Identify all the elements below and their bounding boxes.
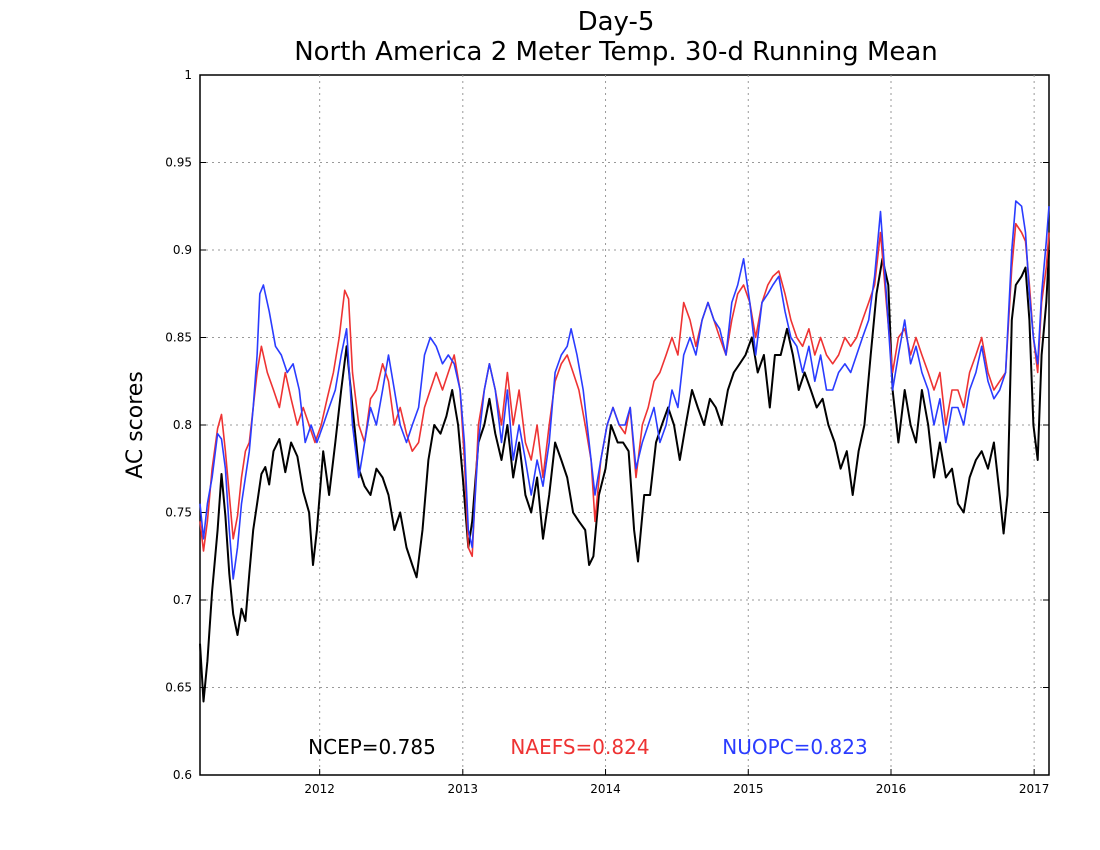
x-tick-label: 2017 (1019, 782, 1050, 796)
y-tick-label: 1 (184, 68, 192, 82)
x-tick-label: 2013 (448, 782, 479, 796)
y-tick-label: 0.75 (165, 506, 192, 520)
y-tick-label: 0.7 (173, 593, 192, 607)
x-tick-label: 2016 (876, 782, 907, 796)
y-axis-label: AC scores (123, 371, 148, 479)
legend-nuopc-mean: NUOPC=0.823 (722, 735, 867, 759)
legend-naefs-mean: NAEFS=0.824 (510, 735, 649, 759)
y-tick-label: 0.85 (165, 331, 192, 345)
y-tick-label: 0.6 (173, 768, 192, 782)
x-tick-label: 2012 (304, 782, 335, 796)
y-tick-label: 0.95 (165, 156, 192, 170)
series-lines (199, 200, 1050, 703)
chart-subtitle: North America 2 Meter Temp. 30-d Running… (294, 37, 938, 67)
axis-ticks: 0.6 0.65 0.7 0.75 0.8 0.85 0.9 0.95 1 2012 2013 201… (165, 68, 1049, 796)
series-line-nuopc (199, 200, 1050, 580)
series-line-ncep (199, 249, 1050, 703)
x-tick-label: 2015 (733, 782, 764, 796)
y-tick-label: 0.65 (165, 681, 192, 695)
x-tick-label: 2014 (590, 782, 621, 796)
legend-ncep-mean: NCEP=0.785 (308, 735, 436, 759)
legend: NCEP=0.785 NAEFS=0.824 NUOPC=0.823 (308, 735, 868, 759)
y-tick-label: 0.9 (173, 243, 192, 257)
y-tick-label: 0.8 (173, 418, 192, 432)
chart-title: Day-5 (578, 7, 655, 37)
